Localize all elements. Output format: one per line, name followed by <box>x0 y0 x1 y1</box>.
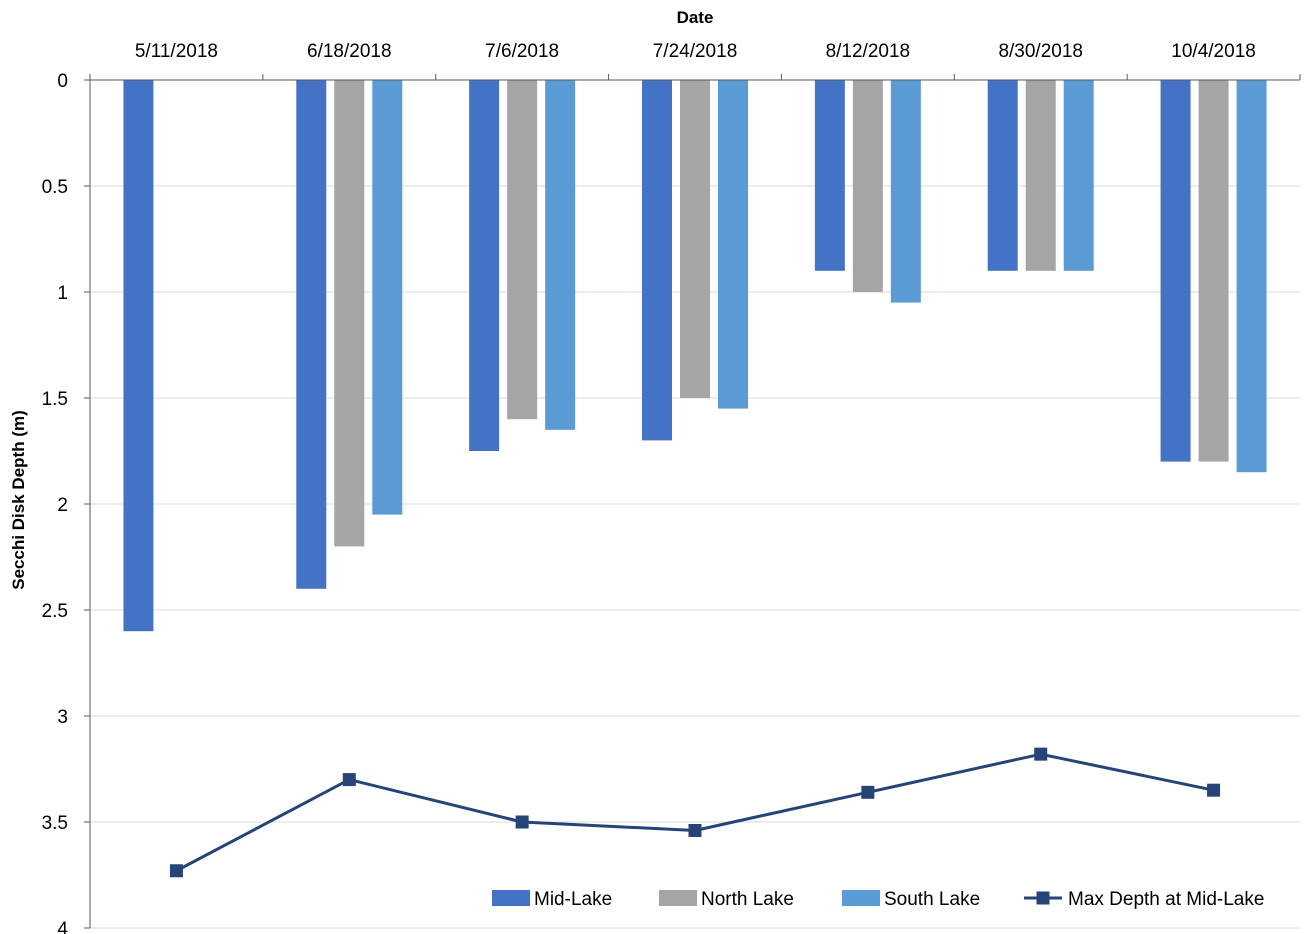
bar-south-lake-3 <box>718 80 748 409</box>
line-max-depth-marker-5 <box>1034 747 1048 761</box>
bar-mid-lake-5 <box>987 80 1018 271</box>
axes <box>84 74 1301 929</box>
x-tick-label-5: 8/30/2018 <box>998 41 1083 62</box>
tick-labels: 0 0.5 1 1.5 2 2.5 3 3.5 4 5/11/2018 6/18/2018 7/6/2… <box>42 41 1256 934</box>
bar-north-lake-6 <box>1198 80 1229 462</box>
bar-south-lake-4 <box>890 80 921 303</box>
legend-swatch-south-lake <box>842 890 880 906</box>
bar-south-lake-1 <box>372 80 403 515</box>
x-tick-label-3: 7/24/2018 <box>653 41 738 62</box>
y-tick-label-6: 3 <box>57 707 68 728</box>
legend-label-mid-lake: Mid-Lake <box>534 889 612 910</box>
x-axis-title: Date <box>677 8 714 27</box>
bar-mid-lake-1 <box>296 80 327 589</box>
line-max-depth-marker-1 <box>342 773 356 787</box>
line-max-depth-path <box>175 752 1214 873</box>
x-tick-label-2: 7/6/2018 <box>485 41 559 62</box>
x-tick-label-6: 10/4/2018 <box>1171 41 1256 62</box>
y-tick-label-4: 2 <box>57 495 68 516</box>
y-tick-label-2: 1 <box>57 283 68 304</box>
bar-marks <box>123 80 1267 632</box>
bar-north-lake-2 <box>507 80 538 420</box>
bar-north-lake-5 <box>1025 80 1056 271</box>
legend-label-max-depth-at-mid-lake: Max Depth at Mid-Lake <box>1068 889 1264 910</box>
line-max-depth-marker-4 <box>861 785 875 799</box>
line-max-depth-marker-3 <box>688 823 702 837</box>
bar-south-lake-6 <box>1236 80 1267 473</box>
line-max-depth-marker-2 <box>515 815 529 829</box>
y-tick-label-7: 3.5 <box>42 813 68 834</box>
bar-north-lake-1 <box>334 80 365 547</box>
bar-south-lake-2 <box>545 80 576 430</box>
bar-mid-lake-0 <box>123 80 154 632</box>
legend-label-south-lake: South Lake <box>884 889 980 910</box>
x-tick-label-1: 6/18/2018 <box>307 41 392 62</box>
y-tick-label-0: 0 <box>57 71 68 92</box>
y-tick-label-5: 2.5 <box>42 601 68 622</box>
legend-swatch-mid-lake <box>492 890 530 906</box>
bar-north-lake-4 <box>852 80 883 292</box>
x-tick-label-0: 5/11/2018 <box>135 41 218 62</box>
legend-swatch-marker-max-depth-at-mid-lake <box>1036 891 1050 905</box>
legend-label-north-lake: North Lake <box>701 889 794 910</box>
bar-mid-lake-4 <box>814 80 845 271</box>
y-tick-label-3: 1.5 <box>42 389 68 410</box>
x-tick-label-4: 8/12/2018 <box>826 41 911 62</box>
y-tick-label-8: 4 <box>57 919 68 934</box>
line-max-depth-marker-6 <box>1207 783 1221 797</box>
y-axis-title: Secchi Disk Depth (m) <box>9 410 28 590</box>
bar-north-lake-3 <box>680 80 710 398</box>
bar-mid-lake-3 <box>642 80 672 441</box>
y-tick-label-1: 0.5 <box>42 177 68 198</box>
bar-mid-lake-6 <box>1160 80 1191 462</box>
bar-mid-lake-2 <box>469 80 500 451</box>
max-depth-line <box>169 747 1221 878</box>
bar-south-lake-5 <box>1063 80 1094 271</box>
line-max-depth-marker-0 <box>169 864 183 878</box>
legend: Mid-Lake North Lake South Lake Max Depth at… <box>492 889 1264 910</box>
legend-swatch-north-lake <box>659 890 697 906</box>
